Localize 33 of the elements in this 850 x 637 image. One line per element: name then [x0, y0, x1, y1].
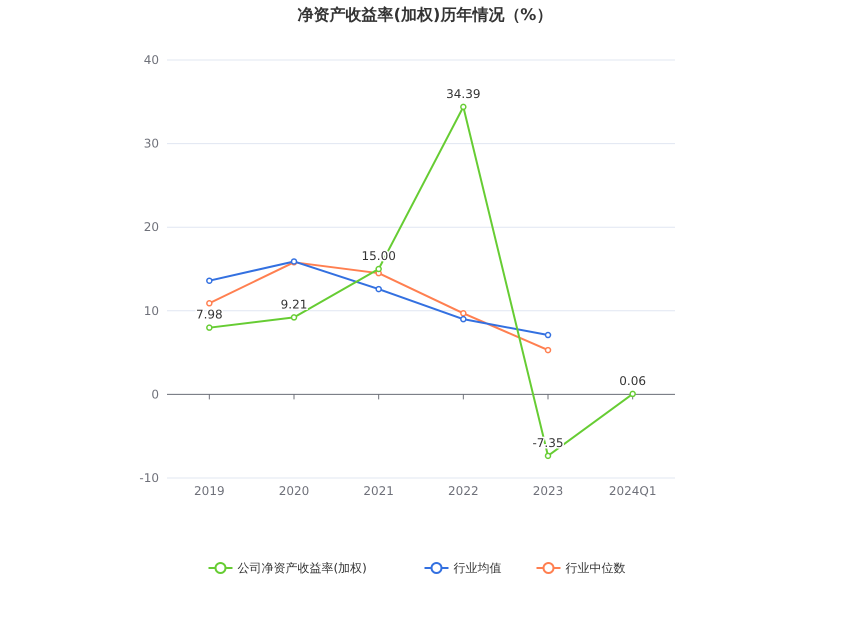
data-label: 0.06: [619, 374, 646, 388]
point: [375, 266, 382, 272]
y-tick-label: 10: [144, 304, 159, 318]
x-tick-label: 2020: [278, 484, 310, 498]
x-tick-label: 2021: [363, 484, 394, 498]
point: [290, 314, 298, 321]
data-label: 9.21: [280, 297, 308, 312]
data-label: 34.39: [446, 86, 481, 101]
x-tick-label: 2024Q1: [608, 484, 656, 498]
x-tick-label: 2022: [448, 484, 479, 498]
legend-label: 公司净资产收益率(加权): [238, 561, 367, 575]
y-tick-label: 0: [151, 387, 159, 402]
point: [544, 452, 552, 460]
point: [206, 300, 213, 307]
point: [460, 310, 467, 317]
y-tick-label: -10: [139, 471, 159, 485]
point: [206, 324, 213, 331]
y-tick-label: 30: [144, 136, 159, 151]
point: [544, 332, 552, 338]
point: [544, 346, 552, 354]
legend-label: 行业均值: [454, 561, 502, 575]
point: [460, 104, 467, 110]
point: [460, 316, 467, 322]
data-label: 7.98: [196, 308, 223, 322]
y-tick-label: 20: [144, 220, 159, 234]
y-tick-label: 40: [144, 53, 159, 67]
point: [375, 286, 382, 292]
legend-label: 行业中位数: [566, 561, 626, 575]
x-tick-label: 2019: [194, 484, 225, 498]
chart-title: 净资产收益率(加权)历年情况（%）: [298, 5, 552, 24]
point: [629, 390, 636, 398]
point: [206, 277, 213, 284]
x-tick-label: 2023: [532, 484, 564, 498]
